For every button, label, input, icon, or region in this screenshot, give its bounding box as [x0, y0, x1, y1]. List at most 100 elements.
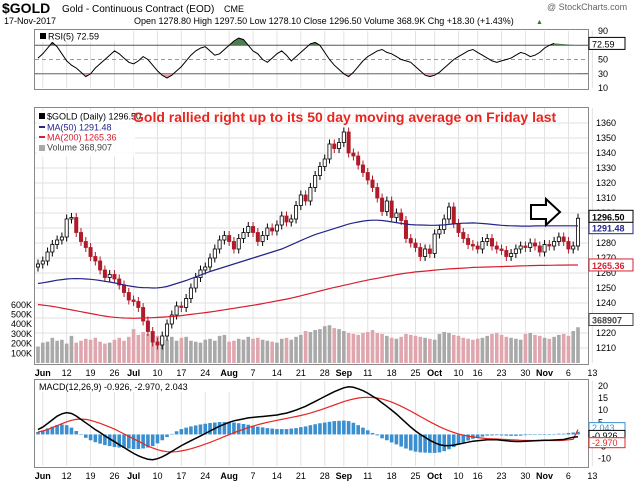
- exchange-label: CME: [224, 4, 244, 14]
- macd-hist-bar: [60, 424, 64, 435]
- volume-bar: [193, 341, 198, 363]
- x-tick-label-bottom: 24: [200, 471, 210, 481]
- ma200-value-label: 1265.36: [592, 261, 625, 271]
- candle-up: [208, 257, 213, 268]
- candle-up: [289, 218, 294, 223]
- x-tick-label-bottom: 10: [454, 471, 464, 481]
- macd-hist-bar: [198, 424, 203, 435]
- candle-down: [179, 305, 184, 308]
- candle-down: [375, 187, 380, 199]
- volume-bar: [533, 334, 537, 363]
- macd-hist-bar: [408, 434, 413, 451]
- macd-hist-bar: [380, 434, 384, 439]
- x-tick-label: 26: [109, 368, 119, 378]
- volume-bar: [141, 331, 145, 363]
- volume-bar: [232, 340, 236, 363]
- macd-hist-bar: [50, 426, 55, 435]
- macd-legend-box: [37, 381, 243, 392]
- volume-bar: [542, 337, 547, 363]
- macd-hist-bar: [466, 434, 470, 441]
- rsi-tick-label: 10: [598, 83, 608, 93]
- rsi-value-box: [588, 36, 626, 50]
- macd-hist-bar: [504, 434, 509, 436]
- x-tick-label-bottom: Jun: [35, 471, 51, 481]
- volume-bar: [284, 337, 289, 363]
- macd-hist-bar: [275, 429, 279, 435]
- macd-hist-bar: [126, 434, 131, 449]
- candle-up: [222, 235, 227, 241]
- candle-down: [102, 269, 107, 278]
- macd-hist-bar: [514, 434, 518, 436]
- candle-up: [260, 235, 265, 242]
- candle-down: [346, 131, 351, 154]
- candle-down: [475, 245, 480, 250]
- volume-bar: [198, 342, 203, 363]
- volume-bar: [485, 335, 490, 363]
- candle-down: [150, 331, 155, 343]
- ma50-legend-swatch: [39, 126, 45, 128]
- volume-bar: [351, 333, 356, 363]
- candle-down: [356, 155, 361, 166]
- x-tick-label-bottom: 13: [587, 471, 597, 481]
- volume-bar: [251, 338, 255, 363]
- x-tick-label-bottom: 26: [109, 471, 119, 481]
- ma50-line: [37, 219, 578, 289]
- volume-bar: [260, 339, 265, 363]
- candle-down: [504, 250, 509, 257]
- macd-legend: MACD(12,26,9) -0.926, -2.970, 2.043: [39, 382, 188, 392]
- x-tick-label-bottom: 21: [296, 471, 306, 481]
- candle-up: [556, 236, 561, 242]
- x-tick-label-bottom: 17: [176, 471, 186, 481]
- x-tick-label-bottom: 19: [86, 471, 96, 481]
- contract-description: Gold - Continuous Contract (EOD): [62, 4, 214, 15]
- candle-down: [88, 247, 93, 257]
- macd-hist-bar: [437, 434, 442, 453]
- candle-down: [461, 232, 466, 239]
- volume-bar: [203, 339, 208, 363]
- candle-down: [79, 232, 84, 242]
- candle-up: [485, 238, 490, 242]
- price-legend: $GOLD (Daily) 1296.50 MA(50) 1291.48 MA(…: [37, 111, 141, 157]
- volume-legend: Volume 368,907: [47, 143, 112, 153]
- volume-tick-label: 100K: [11, 348, 32, 358]
- candle-up: [337, 142, 342, 149]
- macd-hist-bar: [141, 434, 145, 449]
- volume-bar: [547, 338, 552, 363]
- macd-hist-bar: [112, 434, 117, 448]
- candle-up: [193, 277, 198, 289]
- macd-hist-bar: [55, 424, 59, 435]
- price-tick-label: 1360: [596, 118, 616, 128]
- macd-hist-bar: [284, 429, 289, 435]
- volume-bar: [494, 332, 499, 363]
- volume-bar: [342, 331, 346, 363]
- volume-bar: [236, 338, 241, 363]
- volume-bar: [432, 339, 437, 363]
- volume-bar: [451, 334, 456, 363]
- axis-labels: Jun Jun 12 12 19 19 26 26 Jul Jul 10 10 17 17 24 24 Aug A…: [11, 26, 634, 481]
- macd-hist-bar: [461, 434, 466, 443]
- x-tick-label: 10: [454, 368, 464, 378]
- moving-averages: [37, 219, 578, 319]
- candle-up: [552, 241, 557, 247]
- macd-hist-bar: [174, 431, 179, 435]
- price-panel-frame: [34, 107, 589, 365]
- candle-down: [456, 223, 461, 233]
- price-tick-label: 1310: [596, 193, 616, 203]
- macd-hist-bar: [428, 434, 432, 453]
- x-tick-label-bottom: Jul: [127, 471, 140, 481]
- volume-bar: [571, 331, 576, 363]
- price-tick-label: 1350: [596, 133, 616, 143]
- candle-down: [360, 164, 365, 173]
- macd-hist-bar: [83, 434, 88, 438]
- macd-hist-bar: [566, 432, 571, 435]
- x-tick-label: 21: [296, 368, 306, 378]
- volume-tick-label: 400K: [11, 319, 32, 329]
- candle-up: [317, 166, 322, 176]
- macd-hist-bar: [184, 427, 188, 435]
- x-tick-label-bottom: 30: [520, 471, 530, 481]
- macd-hist-bar: [561, 433, 566, 435]
- macd-hist-bar: [533, 434, 537, 435]
- x-tick-label: 16: [473, 368, 483, 378]
- macd-hist-bar: [313, 424, 317, 435]
- macd-hist-bar: [45, 428, 50, 435]
